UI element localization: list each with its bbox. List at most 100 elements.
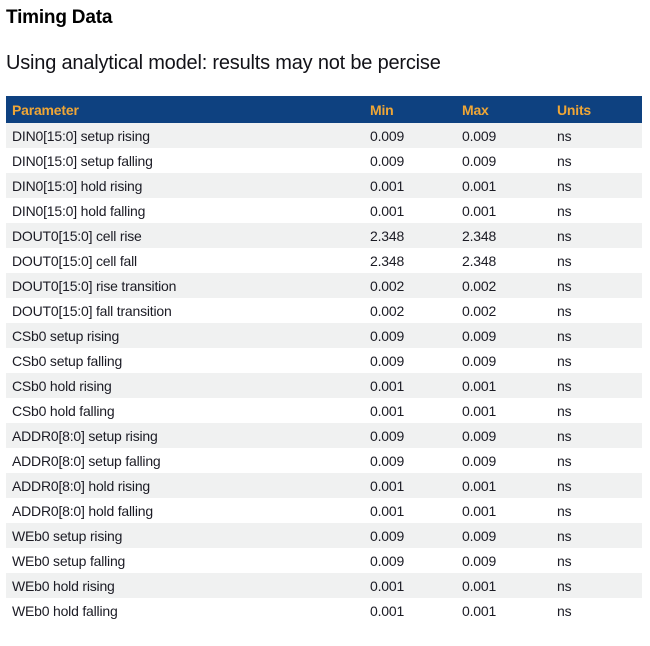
table-row: CSb0 hold falling 0.001 0.001 ns — [6, 398, 642, 423]
parameter-cell: DOUT0[15:0] fall transition — [12, 302, 172, 319]
units-cell: ns — [557, 552, 572, 569]
units-cell: ns — [557, 302, 572, 319]
parameter-cell: ADDR0[8:0] setup rising — [12, 427, 158, 444]
table-row: WEb0 hold falling 0.001 0.001 ns — [6, 598, 642, 623]
min-cell: 0.009 — [370, 127, 405, 144]
timing-data-table: Parameter Min Max Units DIN0[15:0] setup… — [6, 96, 642, 623]
max-cell: 0.009 — [462, 527, 497, 544]
column-header-parameter: Parameter — [6, 96, 364, 123]
max-cell: 0.009 — [462, 327, 497, 344]
units-cell: ns — [557, 402, 572, 419]
min-cell: 0.002 — [370, 302, 405, 319]
max-cell: 0.001 — [462, 177, 497, 194]
min-cell: 0.009 — [370, 452, 405, 469]
max-cell: 0.002 — [462, 302, 497, 319]
max-cell: 0.002 — [462, 277, 497, 294]
parameter-cell: DIN0[15:0] hold rising — [12, 177, 143, 194]
table-row: CSb0 hold rising 0.001 0.001 ns — [6, 373, 642, 398]
table-row: WEb0 setup falling 0.009 0.009 ns — [6, 548, 642, 573]
min-cell: 2.348 — [370, 227, 405, 244]
parameter-cell: DOUT0[15:0] rise transition — [12, 277, 177, 294]
max-cell: 0.009 — [462, 427, 497, 444]
max-cell: 2.348 — [462, 252, 497, 269]
parameter-cell: CSb0 setup falling — [12, 352, 123, 369]
parameter-cell: ADDR0[8:0] hold rising — [12, 477, 150, 494]
min-cell: 0.001 — [370, 602, 405, 619]
table-row: DOUT0[15:0] fall transition 0.002 0.002 ns — [6, 298, 642, 323]
parameter-cell: DIN0[15:0] setup rising — [12, 127, 150, 144]
parameter-cell: WEb0 hold rising — [12, 577, 115, 594]
table-row: DOUT0[15:0] cell fall 2.348 2.348 ns — [6, 248, 642, 273]
table-row: ADDR0[8:0] hold rising 0.001 0.001 ns — [6, 473, 642, 498]
parameter-cell: DIN0[15:0] setup falling — [12, 152, 153, 169]
parameter-cell: WEb0 hold falling — [12, 602, 118, 619]
column-header-min: Min — [364, 96, 456, 123]
min-cell: 0.009 — [370, 552, 405, 569]
parameter-cell: CSb0 setup rising — [12, 327, 120, 344]
max-cell: 0.001 — [462, 477, 497, 494]
units-cell: ns — [557, 327, 572, 344]
units-cell: ns — [557, 277, 572, 294]
parameter-cell: DOUT0[15:0] cell fall — [12, 252, 137, 269]
table-body: DIN0[15:0] setup rising 0.009 0.009 ns DIN0[… — [6, 123, 642, 623]
parameter-cell: WEb0 setup rising — [12, 527, 123, 544]
parameter-cell: DIN0[15:0] hold falling — [12, 202, 146, 219]
table-row: DIN0[15:0] hold falling 0.001 0.001 ns — [6, 198, 642, 223]
units-cell: ns — [557, 152, 572, 169]
table-row: DIN0[15:0] hold rising 0.001 0.001 ns — [6, 173, 642, 198]
min-cell: 0.001 — [370, 377, 405, 394]
page-title: Timing Data — [6, 7, 113, 28]
units-cell: ns — [557, 577, 572, 594]
min-cell: 0.001 — [370, 502, 405, 519]
max-cell: 0.009 — [462, 127, 497, 144]
parameter-cell: ADDR0[8:0] setup falling — [12, 452, 161, 469]
table-row: WEb0 setup rising 0.009 0.009 ns — [6, 523, 642, 548]
table-row: DOUT0[15:0] cell rise 2.348 2.348 ns — [6, 223, 642, 248]
units-cell: ns — [557, 352, 572, 369]
page-subtitle: Using analytical model: results may not … — [6, 52, 441, 74]
min-cell: 0.001 — [370, 177, 405, 194]
max-cell: 0.001 — [462, 202, 497, 219]
units-cell: ns — [557, 252, 572, 269]
min-cell: 0.009 — [370, 327, 405, 344]
table-row: CSb0 setup rising 0.009 0.009 ns — [6, 323, 642, 348]
units-cell: ns — [557, 177, 572, 194]
units-cell: ns — [557, 227, 572, 244]
max-cell: 0.001 — [462, 502, 497, 519]
min-cell: 0.009 — [370, 527, 405, 544]
min-cell: 0.009 — [370, 152, 405, 169]
min-cell: 0.001 — [370, 577, 405, 594]
table-row: ADDR0[8:0] setup rising 0.009 0.009 ns — [6, 423, 642, 448]
min-cell: 0.002 — [370, 277, 405, 294]
units-cell: ns — [557, 427, 572, 444]
min-cell: 0.001 — [370, 202, 405, 219]
parameter-cell: ADDR0[8:0] hold falling — [12, 502, 153, 519]
table-row: ADDR0[8:0] setup falling 0.009 0.009 ns — [6, 448, 642, 473]
parameter-cell: WEb0 setup falling — [12, 552, 126, 569]
max-cell: 0.009 — [462, 352, 497, 369]
max-cell: 0.009 — [462, 152, 497, 169]
max-cell: 0.009 — [462, 552, 497, 569]
parameter-cell: CSb0 hold rising — [12, 377, 112, 394]
max-cell: 0.001 — [462, 377, 497, 394]
units-cell: ns — [557, 602, 572, 619]
units-cell: ns — [557, 377, 572, 394]
units-cell: ns — [557, 202, 572, 219]
min-cell: 2.348 — [370, 252, 405, 269]
units-cell: ns — [557, 527, 572, 544]
units-cell: ns — [557, 452, 572, 469]
min-cell: 0.001 — [370, 402, 405, 419]
units-cell: ns — [557, 477, 572, 494]
table-header-row: Parameter Min Max Units — [6, 96, 642, 123]
min-cell: 0.001 — [370, 477, 405, 494]
table-row: WEb0 hold rising 0.001 0.001 ns — [6, 573, 642, 598]
min-cell: 0.009 — [370, 427, 405, 444]
units-cell: ns — [557, 502, 572, 519]
column-header-units: Units — [551, 96, 642, 123]
parameter-cell: DOUT0[15:0] cell rise — [12, 227, 142, 244]
max-cell: 0.009 — [462, 452, 497, 469]
max-cell: 2.348 — [462, 227, 497, 244]
table-row: DOUT0[15:0] rise transition 0.002 0.002 ns — [6, 273, 642, 298]
table-row: DIN0[15:0] setup falling 0.009 0.009 ns — [6, 148, 642, 173]
